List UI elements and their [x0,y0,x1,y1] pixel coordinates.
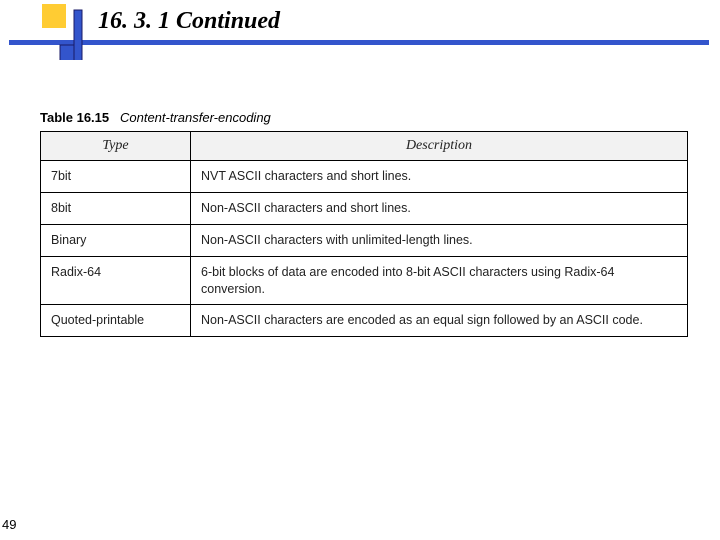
table-row: Binary Non-ASCII characters with unlimit… [41,224,688,256]
cell-desc: Non-ASCII characters with unlimited-leng… [191,224,688,256]
table-row: Quoted-printable Non-ASCII characters ar… [41,305,688,337]
cell-type: 8bit [41,192,191,224]
cell-type: Radix-64 [41,256,191,305]
col-header-description: Description [191,132,688,161]
cell-desc: 6-bit blocks of data are encoded into 8-… [191,256,688,305]
caption-number: Table 16.15 [40,110,109,125]
cell-desc: Non-ASCII characters are encoded as an e… [191,305,688,337]
table-header-row: Type Description [41,132,688,161]
cell-desc: Non-ASCII characters and short lines. [191,192,688,224]
slide-title: 16. 3. 1 Continued [98,8,280,35]
cell-desc: NVT ASCII characters and short lines. [191,161,688,193]
col-header-type: Type [41,132,191,161]
cell-type: 7bit [41,161,191,193]
table-row: Radix-64 6-bit blocks of data are encode… [41,256,688,305]
cell-type: Quoted-printable [41,305,191,337]
table-container: Table 16.15 Content-transfer-encoding Ty… [40,110,688,337]
page-number: 49 [2,517,16,532]
slide: 16. 3. 1 Continued Table 16.15 Content-t… [0,0,720,540]
table-row: 8bit Non-ASCII characters and short line… [41,192,688,224]
table-caption: Table 16.15 Content-transfer-encoding [40,110,688,125]
encoding-table: Type Description 7bit NVT ASCII characte… [40,131,688,337]
cell-type: Binary [41,224,191,256]
caption-title: Content-transfer-encoding [120,110,271,125]
table-row: 7bit NVT ASCII characters and short line… [41,161,688,193]
